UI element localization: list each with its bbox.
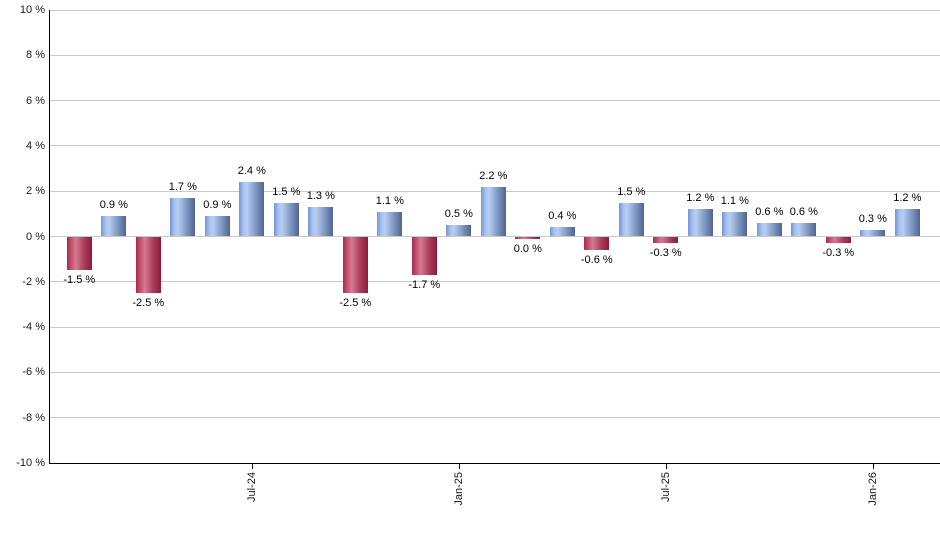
bar-negative (66, 236, 92, 271)
bar-value-label: 1.3 % (306, 190, 335, 203)
bar-positive (308, 207, 334, 237)
bar-positive (239, 182, 265, 237)
bar-negative (515, 236, 541, 239)
x-axis-tick (665, 463, 667, 469)
y-axis-tick-label: -4 % (22, 321, 45, 334)
x-axis-tick (251, 463, 253, 469)
bar-positive (101, 216, 127, 237)
y-axis-tick-label: -10 % (16, 457, 45, 469)
gridline (49, 236, 940, 237)
bar-positive (722, 211, 748, 237)
x-axis-tick (458, 463, 460, 469)
y-axis-tick-label: -6 % (22, 366, 45, 379)
bar-value-label: -2.5 % (339, 297, 372, 310)
bar-positive (549, 227, 575, 237)
bar-positive (618, 202, 644, 237)
bar-positive (377, 211, 403, 237)
bar-value-label: 2.2 % (479, 169, 508, 182)
bar-value-label: -0.6 % (580, 254, 613, 267)
x-axis-tick-label: Jan-26 (866, 472, 879, 506)
y-axis-tick-label: -8 % (22, 411, 45, 424)
bar-value-label: 1.1 % (375, 194, 404, 207)
y-axis-tick-label: 2 % (26, 185, 45, 198)
bar-value-label: 0.5 % (444, 208, 473, 221)
bar-negative (135, 236, 161, 294)
x-axis-tick-label: Jan-25 (452, 472, 465, 506)
bar-positive (791, 222, 817, 237)
gridline (49, 9, 940, 11)
bar-value-label: -0.3 % (649, 247, 682, 260)
bar-positive (480, 186, 506, 237)
gridline (49, 326, 940, 328)
bar-value-label: 0.0 % (513, 242, 542, 255)
y-axis-tick-label: -2 % (22, 275, 45, 288)
bar-negative (584, 236, 610, 251)
gridline (49, 54, 940, 56)
bar-value-label: 0.9 % (99, 199, 128, 212)
bar-positive (446, 225, 472, 237)
bar-positive (756, 222, 782, 237)
bar-value-label: 1.2 % (893, 192, 922, 205)
bar-value-label: 0.6 % (789, 205, 818, 218)
gridline (49, 100, 940, 102)
bar-value-label: 0.6 % (755, 205, 784, 218)
bar-value-label: -1.5 % (63, 274, 96, 287)
x-axis-tick-label: Jul-24 (245, 472, 258, 502)
bar-value-label: -0.3 % (822, 247, 855, 260)
bar-value-label: 1.2 % (686, 192, 715, 205)
y-axis-tick-label: 0 % (26, 230, 45, 243)
bar-negative (825, 236, 851, 244)
bar-positive (894, 209, 920, 237)
gridline (49, 281, 940, 283)
bar-value-label: 1.1 % (720, 194, 749, 207)
y-axis-tick-label: 8 % (26, 49, 45, 62)
bar-negative (411, 236, 437, 275)
gridline (49, 145, 940, 147)
bar-positive (860, 229, 886, 237)
x-axis-line (49, 463, 940, 464)
x-axis-tick-label: Jul-25 (659, 472, 672, 502)
bar-value-label: 0.4 % (548, 210, 577, 223)
bar-value-label: 0.9 % (203, 199, 232, 212)
bar-negative (342, 236, 368, 294)
y-axis-tick-label: 4 % (26, 139, 45, 152)
gridline (49, 371, 940, 373)
y-axis-line (49, 10, 50, 463)
y-axis-tick-label: 6 % (26, 94, 45, 107)
bar-value-label: 1.7 % (168, 180, 197, 193)
bar-positive (273, 202, 299, 237)
bar-positive (204, 216, 230, 237)
bar-positive (687, 209, 713, 237)
bar-value-label: -2.5 % (132, 297, 165, 310)
bar-value-label: 2.4 % (237, 165, 266, 178)
y-axis-tick-label: 10 % (19, 4, 45, 16)
bar-value-label: 0.3 % (858, 212, 887, 225)
bar-value-label: 1.5 % (272, 185, 301, 198)
bar-negative (653, 236, 679, 244)
bar-value-label: 1.5 % (617, 185, 646, 198)
gridline (49, 417, 940, 419)
bar-positive (170, 197, 196, 237)
bar-value-label: -1.7 % (408, 279, 441, 291)
x-axis-tick (872, 463, 874, 469)
